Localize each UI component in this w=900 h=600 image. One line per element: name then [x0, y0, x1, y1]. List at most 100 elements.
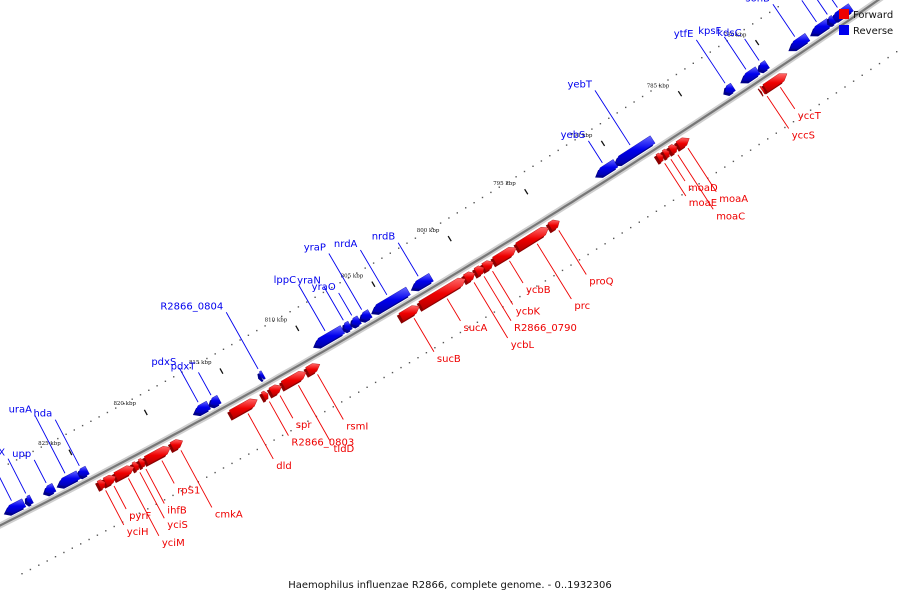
spacer-dot — [442, 341, 445, 344]
spacer-dot — [306, 301, 308, 303]
gene-ihfB[interactable] — [137, 458, 146, 468]
spacer-dot — [587, 253, 589, 256]
gene-sucA[interactable] — [418, 277, 466, 310]
spacer-dot — [519, 295, 521, 298]
gene-prc[interactable] — [515, 227, 549, 251]
gene-sohB[interactable] — [790, 33, 811, 49]
gene-nrdA[interactable] — [372, 286, 411, 313]
gene-ytfE[interactable] — [725, 82, 736, 94]
spacer-dot — [231, 343, 233, 346]
gene-rpS1[interactable] — [143, 446, 171, 465]
spacer-dot — [557, 149, 559, 152]
spacer-dot — [809, 109, 812, 111]
gene-ycbL[interactable] — [462, 271, 476, 283]
gene-moaD[interactable] — [661, 148, 670, 159]
spacer-dot — [290, 430, 292, 432]
gene-yccS[interactable] — [759, 85, 766, 95]
spacer-dot — [465, 207, 467, 209]
gene-cmkA[interactable] — [169, 439, 183, 451]
spacer-dot — [289, 311, 291, 313]
gene-lppC[interactable] — [314, 325, 346, 347]
spacer-dot — [32, 450, 34, 453]
tick-mark — [524, 188, 529, 195]
gene-sucB[interactable] — [398, 305, 420, 322]
gene-uraA[interactable] — [58, 470, 81, 487]
spacer-dot — [7, 463, 9, 465]
spacer-dot — [878, 62, 881, 65]
gene-nrdB[interactable] — [412, 273, 434, 290]
spacer-dot — [341, 401, 343, 403]
spacer-dot — [775, 132, 777, 134]
spacer-dot — [88, 538, 90, 541]
gene-pdxT[interactable] — [209, 394, 222, 407]
tick-mark — [68, 449, 73, 456]
leader-sohB — [772, 4, 796, 37]
gene-yraO[interactable] — [351, 315, 362, 327]
gene-upp[interactable] — [44, 483, 57, 495]
leader-hda — [54, 419, 80, 466]
spacer-dot — [655, 210, 658, 212]
genome-caption: Haemophilus influenzae R2866, complete g… — [288, 580, 611, 591]
spacer-dot — [481, 196, 484, 199]
spacer-dot — [400, 366, 402, 369]
gene-label-nrdB: nrdB — [372, 232, 396, 243]
gene-hda[interactable] — [77, 465, 90, 477]
spacer-dot — [777, 6, 779, 8]
gene-kpsF[interactable] — [742, 66, 761, 82]
spacer-dot — [675, 73, 678, 76]
gene-yebS[interactable] — [596, 159, 619, 176]
gene-yebT[interactable] — [615, 135, 656, 164]
gene-yciH[interactable] — [96, 479, 106, 490]
gene-label-rpS1: rpS1 — [177, 485, 200, 496]
gene-yraP[interactable] — [360, 309, 373, 321]
gene-spr[interactable] — [268, 384, 282, 397]
spacer-dot — [476, 321, 479, 323]
gene-yciS[interactable] — [131, 461, 139, 472]
leader-ycbK — [492, 270, 514, 305]
spacer-dot — [456, 212, 458, 214]
spacer-dot — [197, 362, 200, 364]
spacer-dot — [71, 547, 73, 549]
gene-R2866_0790[interactable] — [473, 265, 485, 277]
gene-label-moaD: moaD — [688, 183, 718, 194]
gene-label-sohB: sohB — [745, 0, 770, 4]
gene-R2866_0804[interactable] — [259, 370, 266, 380]
gene-moaE[interactable] — [655, 152, 664, 163]
gene-yraN[interactable] — [343, 320, 353, 332]
gene-rsmI[interactable] — [305, 363, 321, 376]
spacer-dot — [553, 275, 555, 277]
gene-apt[interactable] — [5, 498, 27, 514]
leader-yebT — [594, 90, 631, 146]
spacer-dot — [347, 277, 350, 279]
gene-tldD[interactable] — [280, 371, 307, 390]
gene-label-rsmI: rsmI — [346, 422, 368, 433]
leader-kdsC — [744, 38, 760, 61]
leader-yraN — [323, 286, 344, 321]
gene-moaA[interactable] — [675, 137, 690, 150]
gene-dld[interactable] — [228, 398, 258, 419]
spacer-dot — [57, 437, 59, 440]
gene-proQ[interactable] — [547, 219, 560, 231]
gene-yccT[interactable] — [762, 73, 788, 93]
spacer-dot — [123, 403, 125, 405]
gene-ycbB[interactable] — [492, 247, 517, 266]
leader-yccT — [779, 86, 796, 110]
gene-pyrF[interactable] — [102, 474, 117, 487]
gene-yciM[interactable] — [113, 465, 135, 481]
gene-pdxS[interactable] — [194, 400, 211, 414]
gene-dnaX[interactable] — [26, 494, 34, 505]
leader-yciH — [105, 490, 125, 526]
leader-yciM — [128, 478, 160, 537]
spacer-dot — [272, 320, 275, 322]
leader-ytfE — [695, 39, 726, 84]
leader-R2866_0790 — [483, 276, 512, 321]
spacer-dot — [498, 186, 500, 188]
gene-rnfB[interactable] — [828, 15, 837, 25]
spacer-dot — [536, 285, 538, 287]
gene-ycbK[interactable] — [481, 260, 494, 272]
spacer-dot — [434, 347, 436, 349]
spacer-dot — [485, 316, 487, 318]
gene-kdsC[interactable] — [759, 60, 770, 72]
gene-moaC[interactable] — [667, 144, 678, 155]
gene-R2866_0803[interactable] — [260, 390, 269, 401]
